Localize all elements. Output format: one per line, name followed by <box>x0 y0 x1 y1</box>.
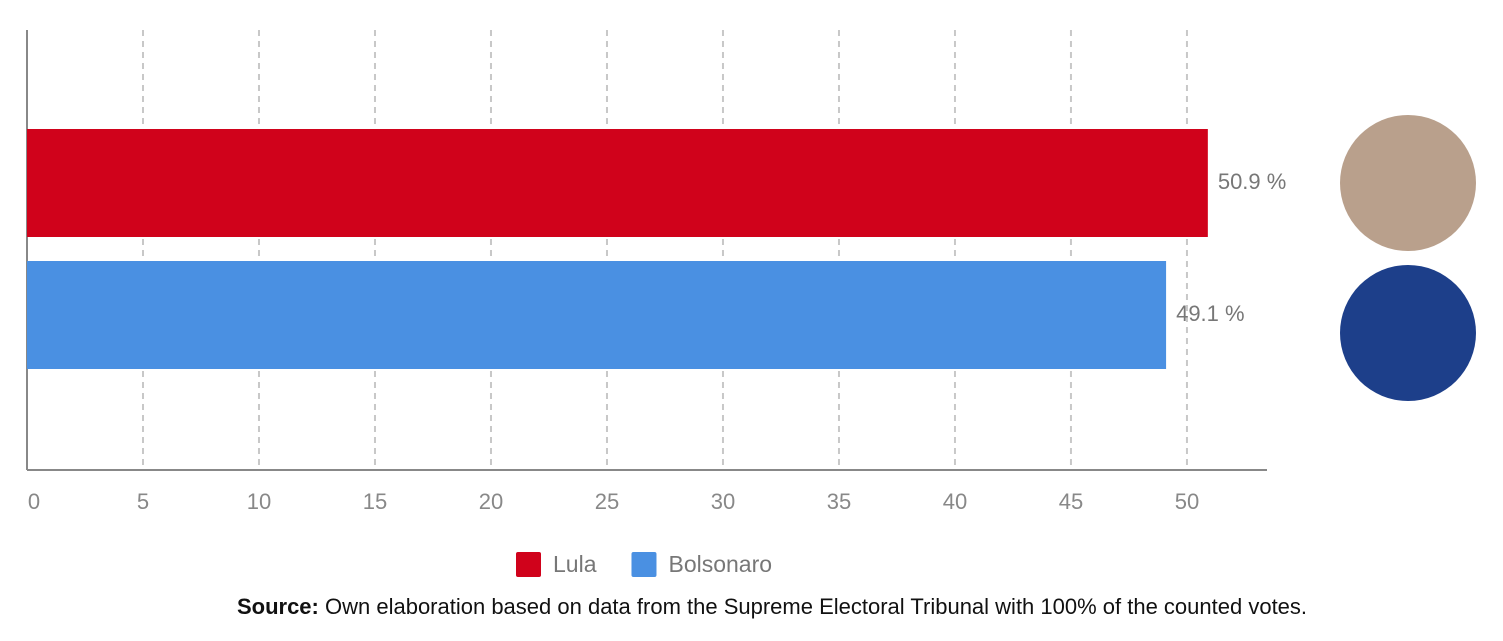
x-tick-label: 45 <box>1059 489 1083 514</box>
x-tick-label: 35 <box>827 489 851 514</box>
x-tick-label: 30 <box>711 489 735 514</box>
x-tick-label: 20 <box>479 489 503 514</box>
legend-label: Lula <box>553 551 597 577</box>
legend-label: Bolsonaro <box>668 551 772 577</box>
x-tick-label: 0 <box>28 489 40 514</box>
legend-swatch <box>631 552 657 577</box>
source: Source: Own elaboration based on data fr… <box>237 594 1307 619</box>
value-label: 49.1 % <box>1176 301 1245 326</box>
x-tick-label: 15 <box>363 489 387 514</box>
x-tick-label: 5 <box>137 489 149 514</box>
candidate-photo <box>1340 265 1476 401</box>
value-label: 50.9 % <box>1218 169 1287 194</box>
candidate-photo <box>1340 115 1476 251</box>
legend-swatch <box>516 552 541 577</box>
x-tick-label: 10 <box>247 489 271 514</box>
bar <box>27 261 1167 369</box>
bar <box>27 129 1208 237</box>
x-tick-label: 40 <box>943 489 967 514</box>
x-tick-label: 50 <box>1175 489 1199 514</box>
source-label: Source: <box>237 594 319 619</box>
source-text: Own elaboration based on data from the S… <box>325 594 1307 619</box>
x-tick-label: 25 <box>595 489 619 514</box>
